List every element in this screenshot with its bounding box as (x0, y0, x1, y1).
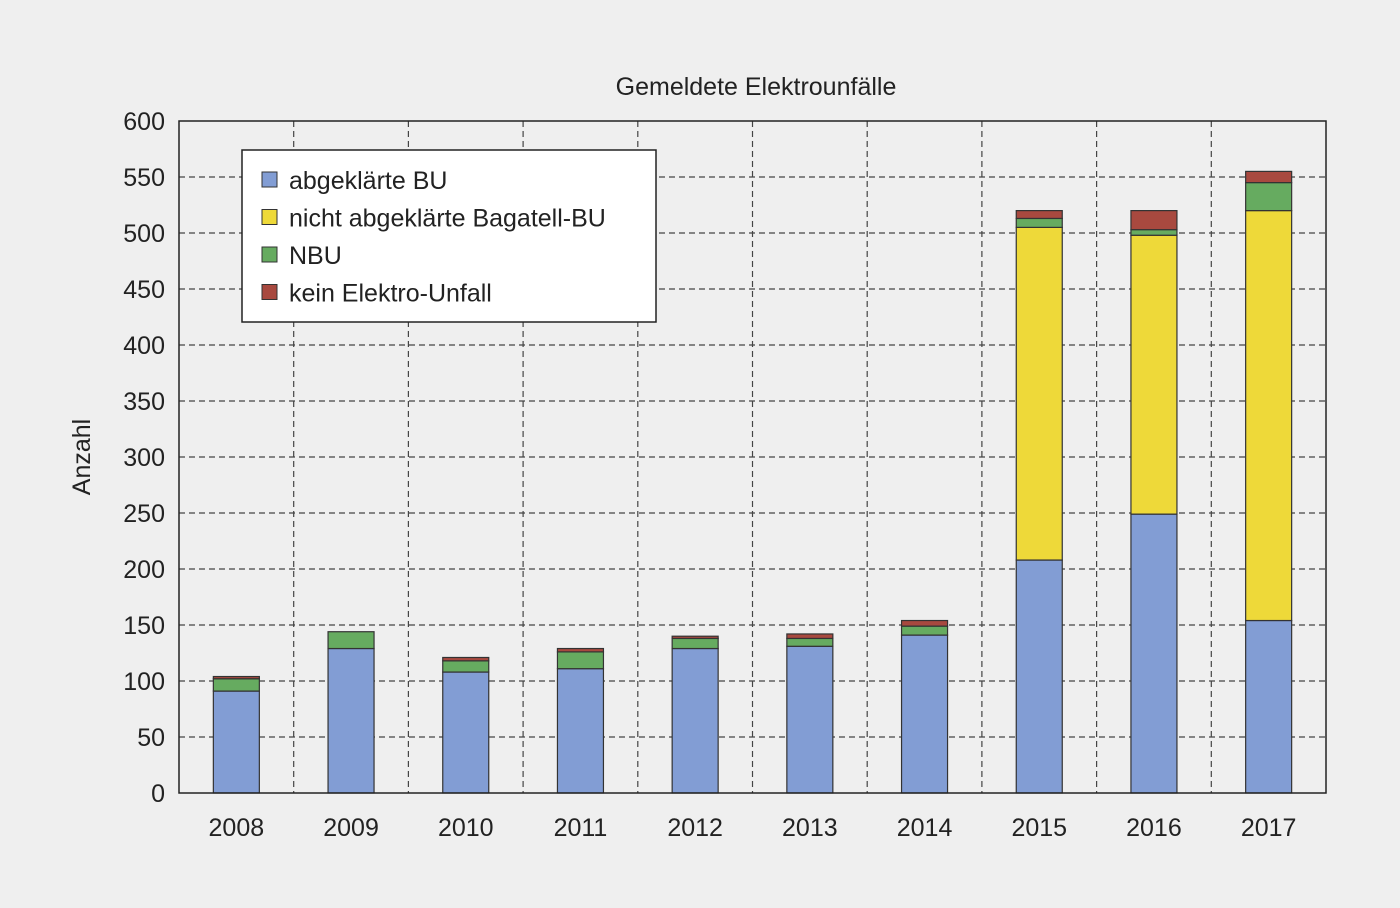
bar-segment (786, 637, 834, 647)
x-tick-label: 2010 (438, 814, 494, 842)
x-tick-label: 2013 (782, 814, 838, 842)
bar-segment (900, 619, 949, 627)
y-tick-label: 250 (123, 500, 165, 528)
bar-segment (442, 660, 490, 673)
bar-segment (212, 675, 260, 680)
legend-label: NBU (289, 242, 342, 270)
bar-segment (900, 634, 949, 794)
bar-segment (900, 625, 949, 636)
legend-label: abgeklärte BU (289, 167, 447, 195)
bar-segment (1130, 210, 1178, 231)
bar-segment (212, 690, 260, 794)
bar-segment (556, 647, 605, 653)
bar-segment (212, 678, 260, 692)
y-tick-label: 500 (123, 220, 165, 248)
bar-segment (556, 651, 605, 670)
bar-segment (327, 647, 375, 794)
legend-swatch (261, 246, 278, 263)
bar-segment (1015, 226, 1063, 561)
legend-swatch (261, 171, 278, 188)
y-tick-label: 0 (151, 780, 165, 808)
bar-segment (1245, 182, 1293, 212)
legend-label: nicht abgeklärte Bagatell-BU (289, 205, 606, 233)
x-tick-label: 2009 (323, 814, 379, 842)
legend-swatch (261, 284, 278, 300)
bar-segment (442, 671, 490, 794)
bar-segment (327, 631, 375, 650)
y-tick-label: 450 (123, 276, 165, 304)
bar-segment (1245, 619, 1293, 794)
bar-segment (1130, 513, 1178, 794)
bar-segment (556, 668, 605, 794)
bar-segment (1130, 229, 1178, 236)
bar-segment (442, 656, 490, 662)
y-tick-label: 400 (123, 332, 165, 360)
y-tick-label: 50 (137, 724, 165, 752)
bar-segment (1130, 234, 1178, 515)
bar-segment (786, 645, 834, 794)
y-tick-label: 600 (123, 108, 165, 136)
x-tick-label: 2008 (209, 814, 265, 842)
x-tick-label: 2017 (1241, 814, 1297, 842)
bar-segment (671, 647, 719, 794)
y-tick-label: 350 (123, 388, 165, 416)
y-tick-label: 300 (123, 444, 165, 472)
legend-box (241, 149, 657, 323)
legend-swatch (261, 209, 278, 225)
x-tick-label: 2014 (897, 814, 953, 842)
legend: abgeklärte BU nicht abgeklärte Bagatell-B… (241, 149, 657, 323)
y-tick-label: 550 (123, 164, 165, 192)
bar-segment (671, 635, 719, 640)
bar-segment (1245, 170, 1293, 184)
chart-title: Gemeldete Elektrounfälle (616, 73, 897, 101)
x-tick-label: 2015 (1011, 814, 1067, 842)
y-tick-label: 200 (123, 556, 165, 584)
y-tick-label: 100 (123, 668, 165, 696)
bar-segment (786, 633, 834, 640)
y-axis-label: Anzahl (68, 419, 96, 495)
y-tick-label: 150 (123, 612, 165, 640)
bar-segment (1015, 217, 1063, 229)
bar-segment (1015, 559, 1063, 794)
x-tick-label: 2016 (1126, 814, 1182, 842)
bar-segment (1245, 210, 1293, 622)
legend-label: kein Elektro-Unfall (289, 280, 492, 308)
bar-segment (1015, 210, 1063, 220)
plot-area-frame (178, 120, 1327, 794)
x-tick-label: 2011 (554, 814, 608, 842)
bar-segment (671, 637, 719, 650)
x-tick-label: 2012 (667, 814, 723, 842)
